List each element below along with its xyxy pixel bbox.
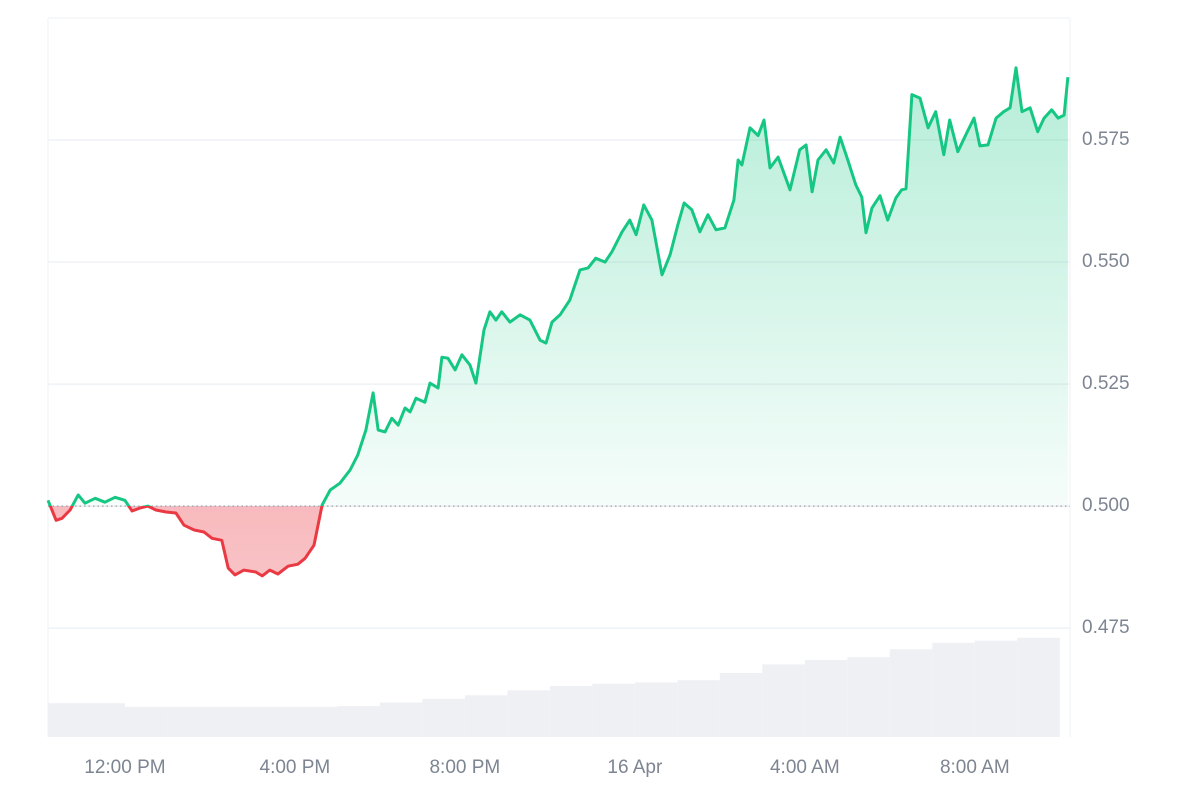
volume-bar — [974, 640, 1018, 737]
y-tick-label: 0.525 — [1082, 373, 1130, 394]
volume-bar — [677, 680, 720, 737]
price-line — [46, 66, 1070, 578]
volume-bar — [507, 690, 550, 737]
volume-bar — [379, 702, 423, 737]
y-tick-label: 0.550 — [1082, 251, 1130, 272]
x-tick-label: 8:00 AM — [940, 757, 1010, 778]
volume-bar — [294, 706, 338, 737]
volume-bars — [48, 637, 1060, 737]
y-tick-label: 0.475 — [1082, 617, 1130, 638]
volume-bar — [82, 703, 125, 737]
volume-bar — [464, 695, 508, 737]
volume-bar — [719, 673, 763, 737]
y-tick-label: 0.500 — [1082, 495, 1130, 516]
volume-bar — [634, 682, 678, 737]
x-tick-label: 4:00 AM — [770, 757, 840, 778]
volume-bar — [337, 706, 380, 737]
volume-bar — [1017, 637, 1060, 737]
volume-bar — [124, 706, 168, 737]
volume-bar — [932, 642, 975, 737]
volume-bar — [847, 657, 890, 737]
volume-bar — [48, 703, 83, 737]
volume-bar — [804, 660, 848, 737]
x-tick-label: 8:00 PM — [429, 757, 500, 778]
x-tick-label: 12:00 PM — [84, 757, 165, 778]
y-tick-label: 0.575 — [1082, 129, 1130, 150]
x-tick-label: 4:00 PM — [260, 757, 331, 778]
x-tick-label: 16 Apr — [607, 757, 663, 778]
volume-bar — [209, 706, 253, 737]
volume-bar — [252, 706, 295, 737]
volume-bar — [889, 649, 933, 737]
volume-bar — [422, 698, 465, 737]
volume-bar — [592, 683, 635, 737]
volume-bar — [762, 664, 805, 737]
volume-bar — [167, 706, 210, 737]
volume-bar — [549, 685, 593, 737]
area — [48, 67, 1068, 576]
